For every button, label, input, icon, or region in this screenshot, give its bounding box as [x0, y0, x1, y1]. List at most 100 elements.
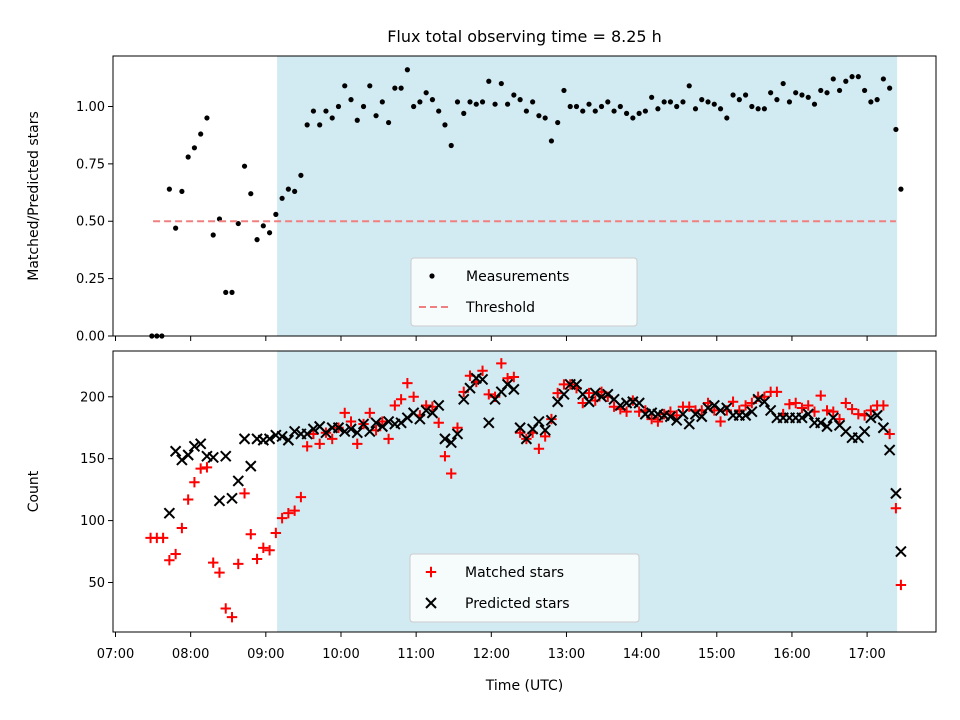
- bottom-point-cross: [420, 404, 432, 417]
- top-point-dot: [887, 85, 893, 91]
- top-point-dot: [561, 87, 567, 94]
- bottom-point-plus: [314, 438, 325, 450]
- bottom-point-cross: [432, 399, 445, 412]
- top-point-dot: [861, 87, 868, 94]
- top-point-dot: [774, 97, 780, 103]
- top-point-dot: [323, 108, 329, 114]
- bottom-point-plus: [195, 463, 206, 474]
- bottom-point-plus: [834, 413, 845, 425]
- bottom-point-plus: [846, 403, 858, 415]
- bottom-point-cross: [238, 433, 251, 445]
- top-point-dot: [273, 211, 279, 217]
- top-point-dot: [598, 103, 605, 110]
- top-point-dot: [667, 99, 674, 105]
- bottom-point-plus: [408, 391, 419, 403]
- top-point-dot: [511, 92, 517, 98]
- top-point-dot: [786, 99, 793, 105]
- bottom-point-plus: [402, 377, 413, 389]
- bottom-point-cross: [890, 487, 902, 500]
- x-tick-label: 08:00: [172, 647, 209, 662]
- top-point-dot: [173, 225, 179, 231]
- bottom-point-plus: [289, 505, 300, 516]
- bottom-point-plus: [790, 397, 801, 409]
- bottom-point-cross: [539, 424, 551, 436]
- bottom-point-plus: [840, 397, 852, 409]
- top-legend-box: [410, 257, 638, 327]
- top-point-dot: [567, 103, 573, 110]
- bottom-point-plus: [821, 405, 833, 416]
- bottom-point-plus: [239, 488, 250, 499]
- top-point-dot: [379, 99, 385, 105]
- top-point-dot: [674, 103, 680, 110]
- top-y-tick-label: 0.25: [76, 272, 105, 287]
- top-point-dot: [617, 103, 623, 110]
- top-point-dot: [423, 90, 429, 96]
- top-point-dot: [680, 99, 686, 105]
- bottom-point-cross: [895, 545, 907, 558]
- bottom-point-plus: [514, 427, 526, 438]
- bottom-axes-frame: [112, 350, 937, 633]
- bottom-point-plus: [214, 567, 225, 578]
- bottom-y-axis-label: Count: [26, 470, 42, 512]
- bottom-point-plus: [452, 422, 463, 433]
- top-point-dot: [285, 186, 291, 192]
- top-point-dot: [623, 110, 630, 116]
- bottom-point-plus: [715, 416, 726, 427]
- top-point-dot: [166, 186, 172, 192]
- bottom-legend-marker: [425, 566, 437, 578]
- bottom-point-plus: [157, 532, 169, 544]
- top-point-dot: [655, 106, 661, 112]
- top-y-axis-label: Matched/Predicted stars: [26, 111, 42, 281]
- bottom-point-cross: [595, 391, 608, 403]
- top-point-dot: [573, 103, 580, 110]
- top-panel: 0.00 0.25 0.50 0.75 1.00 Matched/Predicted st…: [26, 55, 937, 345]
- top-point-dot: [898, 186, 904, 192]
- bottom-point-plus: [201, 462, 213, 473]
- bottom-point-plus: [301, 441, 313, 452]
- bottom-point-cross: [263, 433, 276, 445]
- x-tick-label: 15:00: [698, 647, 735, 662]
- top-point-dot: [536, 113, 542, 119]
- bottom-point-cross: [194, 438, 207, 450]
- top-point-dot: [398, 85, 404, 91]
- top-point-dot: [523, 108, 529, 114]
- bottom-point-plus: [258, 542, 269, 554]
- top-point-dot: [266, 230, 273, 236]
- bottom-point-plus: [283, 507, 294, 519]
- top-point-dot: [793, 90, 799, 96]
- x-tick-label: 13:00: [548, 647, 585, 662]
- bottom-point-cross: [182, 449, 194, 461]
- top-point-dot: [530, 99, 536, 105]
- bottom-point-cross: [664, 410, 677, 423]
- bottom-point-cross: [815, 417, 827, 429]
- bottom-point-cross: [683, 418, 695, 430]
- bottom-point-cross: [858, 425, 871, 438]
- top-point-dot: [686, 83, 692, 89]
- bottom-point-plus: [508, 371, 520, 383]
- top-point-dot: [711, 101, 717, 107]
- bottom-point-plus: [483, 389, 494, 400]
- bottom-point-cross: [276, 430, 288, 443]
- top-point-dot: [448, 142, 454, 149]
- bottom-point-plus: [878, 400, 889, 411]
- top-series-1: [149, 67, 904, 339]
- bottom-point-plus: [771, 386, 783, 398]
- top-point-dot: [411, 103, 417, 110]
- top-point-dot: [179, 188, 185, 195]
- top-point-dot: [555, 119, 561, 126]
- top-point-dot: [436, 108, 442, 114]
- bottom-point-plus: [577, 397, 588, 409]
- x-tick-label: 12:00: [473, 647, 510, 662]
- top-point-dot: [724, 115, 730, 121]
- bottom-point-plus: [890, 503, 902, 514]
- bottom-point-cross: [758, 396, 771, 408]
- top-point-dot: [548, 138, 555, 144]
- bottom-point-cross: [677, 408, 689, 420]
- top-point-dot: [279, 195, 285, 201]
- top-point-dot: [749, 103, 755, 110]
- top-point-dot: [223, 289, 229, 295]
- top-y-tick-label: 0.75: [76, 157, 105, 172]
- bottom-legend-marker: [425, 597, 437, 609]
- bottom-point-cross: [533, 415, 545, 428]
- bottom-point-plus: [583, 387, 595, 399]
